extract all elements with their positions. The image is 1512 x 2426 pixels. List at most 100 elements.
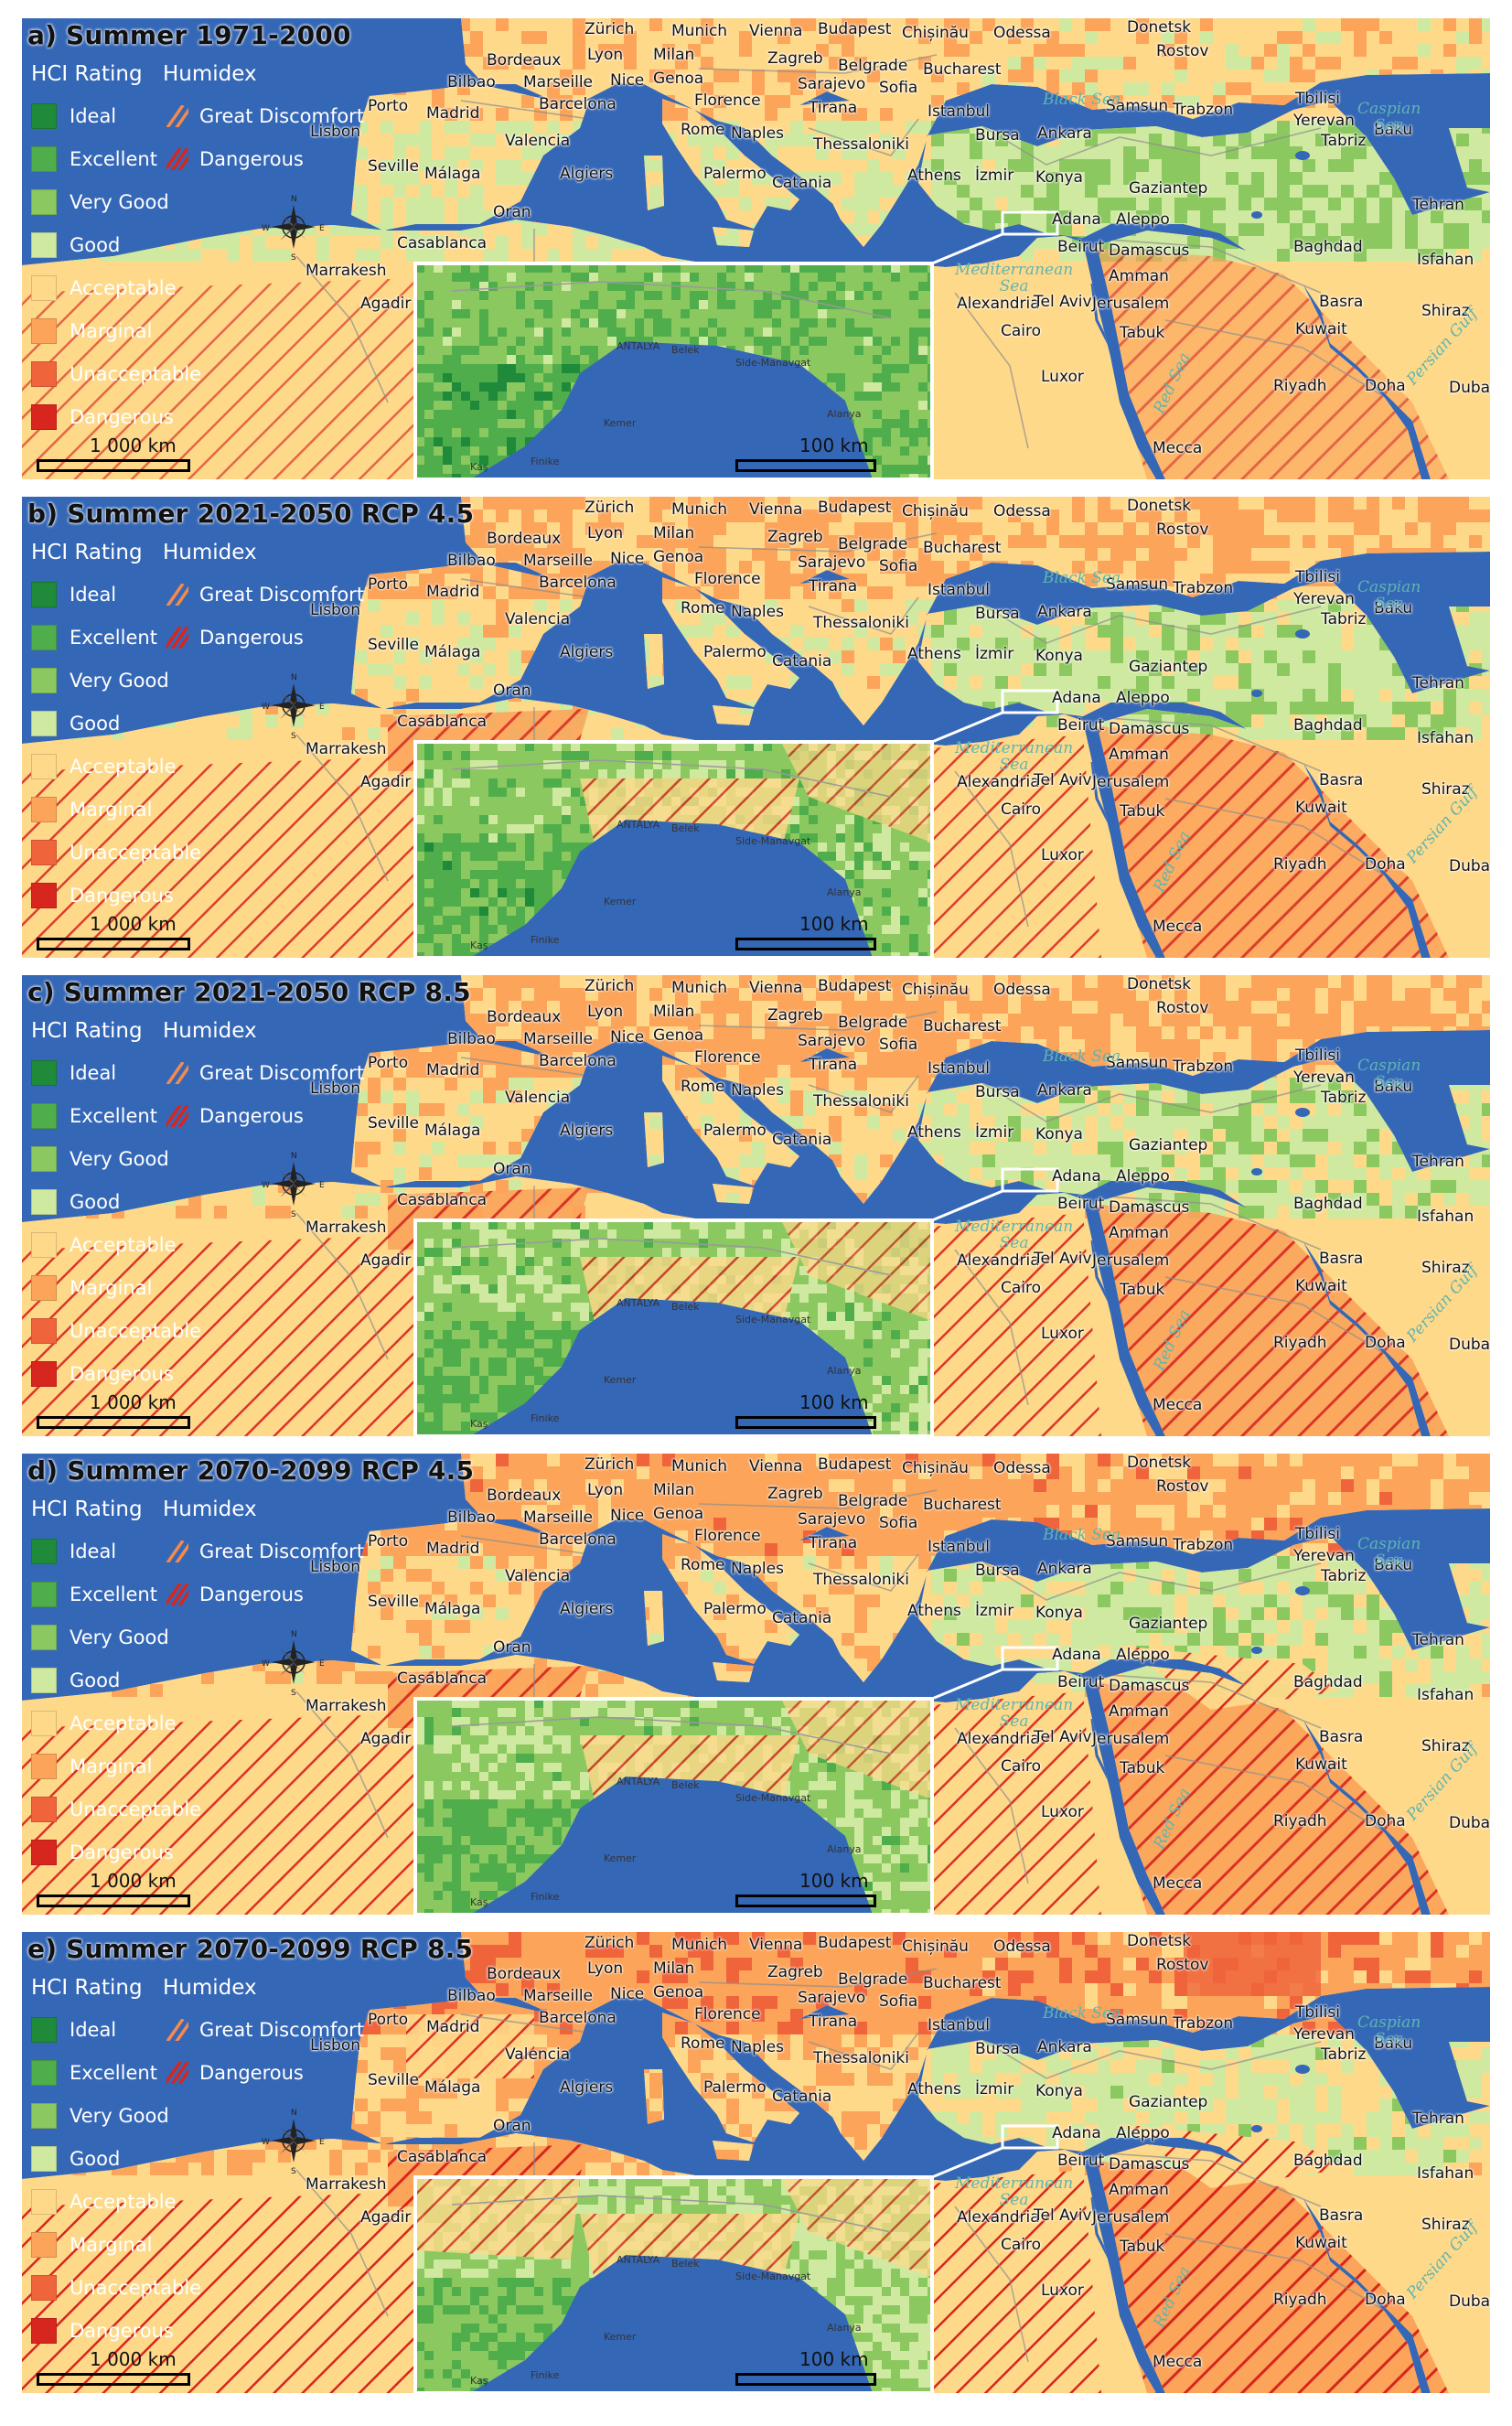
place-label: Riyadh — [1273, 1812, 1327, 1830]
legend-swatch — [31, 582, 57, 607]
place-label: Riyadh — [1273, 377, 1327, 395]
place-label: Bucharest — [923, 539, 1002, 557]
place-label: Konya — [1035, 168, 1083, 187]
place-label: Aleppo — [1116, 689, 1170, 707]
map-canvas — [22, 1454, 1490, 1915]
scale-bar-main: 1 000 km — [22, 430, 196, 476]
place-label: Adana — [1052, 1167, 1101, 1186]
sea-label: Black Sea — [1043, 1527, 1121, 1543]
place-label: Oran — [493, 1638, 531, 1657]
place-label: Tbilisi — [1295, 2003, 1340, 2022]
sea-label: Caspian Sea — [1357, 101, 1421, 134]
hatch-dense-icon — [166, 627, 188, 649]
place-label: Lisbon — [310, 123, 360, 141]
legend-label: Dangerous — [199, 2062, 304, 2084]
place-label: Oran — [493, 2117, 531, 2135]
legend-swatch — [31, 754, 57, 779]
place-label: Tirana — [809, 1534, 857, 1552]
legend-label: Excellent — [70, 1583, 157, 1605]
legend-label: Dangerous — [70, 1363, 174, 1385]
place-label: Casablanca — [397, 1669, 487, 1688]
legend-swatch — [31, 2103, 57, 2129]
place-label: Vienna — [749, 1457, 802, 1476]
place-label: Chișinău — [902, 981, 969, 999]
place-label: Istanbul — [928, 2016, 990, 2034]
hatch-dense-icon — [166, 1105, 188, 1127]
place-label: Istanbul — [928, 581, 990, 599]
hatch-dense-icon — [166, 2062, 188, 2084]
place-label: Dubai — [1449, 857, 1490, 875]
place-label: Sofia — [879, 79, 917, 97]
scale-label-main: 1 000 km — [90, 435, 177, 456]
place-label: Riyadh — [1273, 1334, 1327, 1352]
place-label: Tabriz — [1321, 1567, 1366, 1585]
place-label: Marseille — [523, 1987, 593, 2005]
place-label: Casablanca — [397, 234, 487, 252]
place-label: Baku — [1374, 599, 1412, 617]
place-label: Lyon — [587, 1481, 623, 1499]
place-label: Marseille — [523, 1508, 593, 1527]
place-label: Rostov — [1156, 42, 1208, 60]
place-label: Palermo — [703, 1600, 767, 1618]
place-label: Thessaloniki — [813, 1092, 909, 1111]
legend-label: Very Good — [70, 191, 169, 213]
inset-place-label: ANTALYA — [617, 1776, 659, 1787]
place-label: Palermo — [703, 1122, 767, 1140]
panel-title: c) Summer 2021-2050 RCP 8.5 — [27, 977, 471, 1007]
inset-place-label: Alanya — [827, 1843, 862, 1855]
legend-label: Unacceptable — [70, 363, 201, 385]
place-label: Porto — [368, 1532, 408, 1551]
inset-place-label: Side-Manavgat — [735, 1792, 810, 1804]
place-label: Valencia — [505, 1567, 570, 1585]
inset-place-label: Side-Manavgat — [735, 357, 810, 369]
place-label: Tirana — [809, 2013, 857, 2031]
legend-swatch — [31, 2189, 57, 2215]
place-label: Doha — [1365, 855, 1406, 874]
place-label: Zürich — [584, 20, 634, 38]
place-label: Rostov — [1156, 1477, 1208, 1496]
place-label: Oran — [493, 682, 531, 700]
place-label: Cairo — [1001, 1279, 1041, 1297]
legend-label: Very Good — [70, 670, 169, 692]
scale-bar-inset: 100 km — [735, 430, 909, 476]
legend-item-hci: Good — [31, 2145, 120, 2173]
panel-title: e) Summer 2070-2099 RCP 8.5 — [27, 1934, 473, 1964]
place-label: Zagreb — [767, 49, 823, 68]
place-label: Sarajevo — [798, 1510, 865, 1529]
place-label: Odessa — [993, 1938, 1051, 1956]
place-label: Málaga — [424, 2078, 480, 2097]
legend-swatch — [31, 275, 57, 301]
place-label: Chișinău — [902, 502, 969, 521]
legend-item-humidex: Dangerous — [166, 624, 304, 651]
legend-item-hci: Very Good — [31, 2102, 169, 2130]
place-label: Shiraz — [1421, 2216, 1470, 2234]
place-label: Rome — [681, 599, 724, 617]
place-label: Nice — [610, 1985, 644, 2003]
place-label: Baghdad — [1293, 1673, 1363, 1691]
place-label: Madrid — [426, 2018, 479, 2036]
place-label: Yerevan — [1293, 2025, 1355, 2044]
inset-place-label: Kemer — [604, 896, 636, 907]
legend-item-hci: Acceptable — [31, 753, 177, 780]
sea-label: Caspian Sea — [1357, 1536, 1421, 1569]
place-label: Tehran — [1412, 674, 1464, 692]
place-label: Mecca — [1153, 1874, 1202, 1893]
place-label: Damascus — [1109, 1198, 1189, 1217]
legend-swatch — [31, 2275, 57, 2301]
place-label: Porto — [368, 97, 408, 115]
place-label: Bursa — [975, 1083, 1020, 1101]
scale-bar-inset: 100 km — [735, 1865, 909, 1911]
place-label: Agadir — [360, 295, 411, 313]
place-label: Amman — [1109, 1702, 1169, 1721]
place-label: Madrid — [426, 104, 479, 123]
place-label: Luxor — [1041, 1325, 1084, 1343]
place-label: Tel Aviv — [1034, 1250, 1092, 1268]
place-label: Seville — [368, 2071, 419, 2089]
place-label: Milan — [653, 46, 694, 64]
inset-place-label: Kaş — [470, 1418, 488, 1430]
legend-label: Marginal — [70, 1755, 152, 1777]
place-label: Sarajevo — [798, 1989, 865, 2007]
